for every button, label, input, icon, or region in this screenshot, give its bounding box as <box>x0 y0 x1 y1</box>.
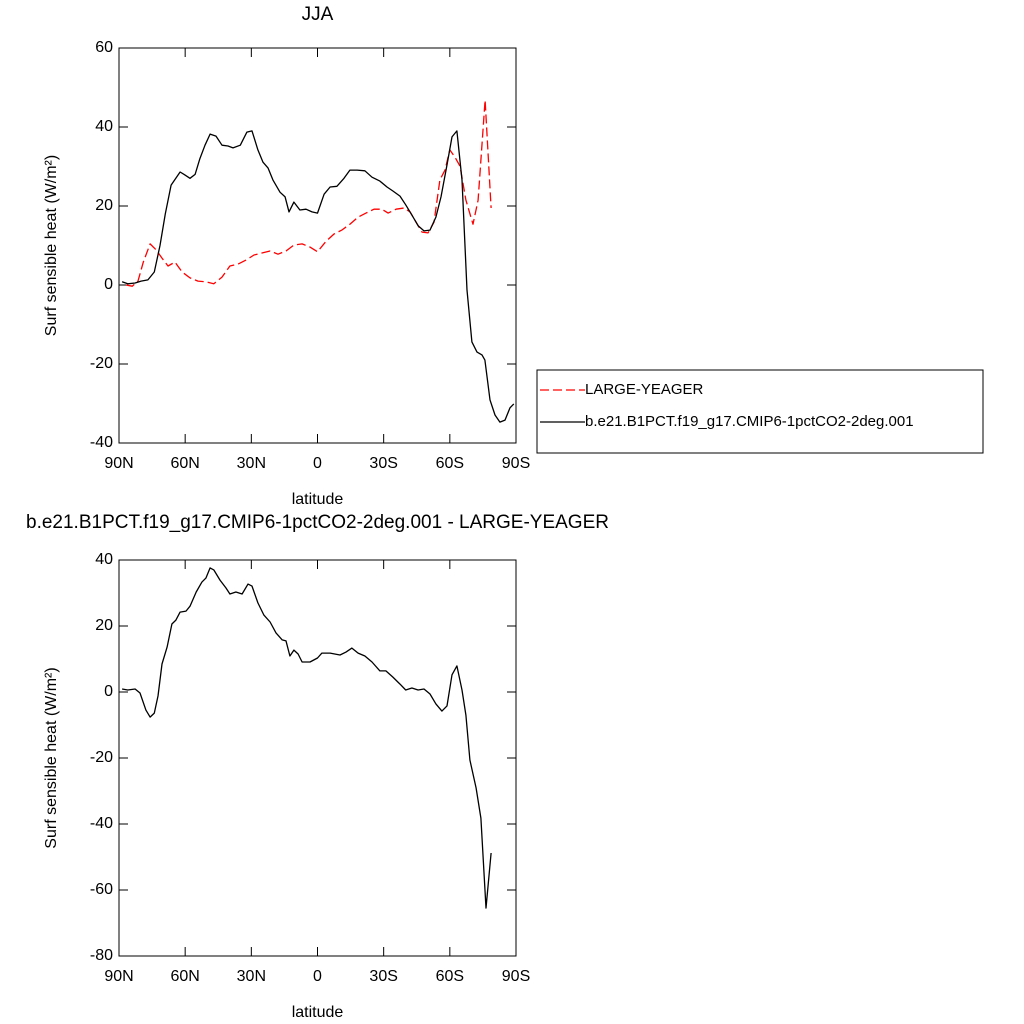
y-tick-label: -20 <box>90 749 113 766</box>
x-tick-label: 0 <box>313 968 322 985</box>
y-tick-label: -40 <box>90 815 113 832</box>
x-axis-label: latitude <box>292 491 344 508</box>
x-axis-label: latitude <box>292 1004 344 1021</box>
y-tick-label: 0 <box>104 683 113 700</box>
y-tick-label: -60 <box>90 881 113 898</box>
legend: LARGE-YEAGER b.e21.B1PCT.f19_g17.CMIP6-1p… <box>536 369 984 454</box>
x-tick-label: 60N <box>170 968 199 985</box>
y-tick-label: -80 <box>90 947 113 964</box>
x-tick-label: 60S <box>436 455 464 472</box>
y-tick-label: 40 <box>95 551 113 568</box>
y-tick-label: 20 <box>95 197 113 214</box>
x-tick-label: 90N <box>104 455 133 472</box>
x-tick-label: 60S <box>436 968 464 985</box>
legend-label: b.e21.B1PCT.f19_g17.CMIP6-1pctCO2-2deg.0… <box>585 413 914 430</box>
x-tick-label: 30N <box>237 968 266 985</box>
x-tick-label: 30S <box>369 455 397 472</box>
data-line <box>125 99 492 287</box>
x-tick-label: 30N <box>237 455 266 472</box>
x-tick-label: 0 <box>313 455 322 472</box>
y-tick-label: -20 <box>90 355 113 372</box>
x-tick-label: 90N <box>104 968 133 985</box>
y-axis-label: Surf sensible heat (W/m²) <box>43 667 60 848</box>
x-tick-label: 60N <box>170 455 199 472</box>
y-tick-label: 60 <box>95 39 113 56</box>
y-tick-label: 20 <box>95 617 113 634</box>
y-tick-label: 40 <box>95 118 113 135</box>
legend-frame <box>536 369 984 454</box>
data-line <box>121 130 515 423</box>
y-axis-label: Surf sensible heat (W/m²) <box>43 155 60 336</box>
x-tick-label: 90S <box>502 455 530 472</box>
y-tick-label: -40 <box>90 434 113 451</box>
y-tick-label: 0 <box>104 276 113 293</box>
chart-title: JJA <box>302 4 334 25</box>
legend-label: LARGE-YEAGER <box>585 381 704 398</box>
plot-frame <box>118 559 517 957</box>
plot-frame <box>118 47 517 444</box>
x-tick-label: 30S <box>369 968 397 985</box>
data-line <box>121 567 492 909</box>
chart-title: b.e21.B1PCT.f19_g17.CMIP6-1pctCO2-2deg.0… <box>26 512 609 533</box>
x-tick-label: 90S <box>502 968 530 985</box>
